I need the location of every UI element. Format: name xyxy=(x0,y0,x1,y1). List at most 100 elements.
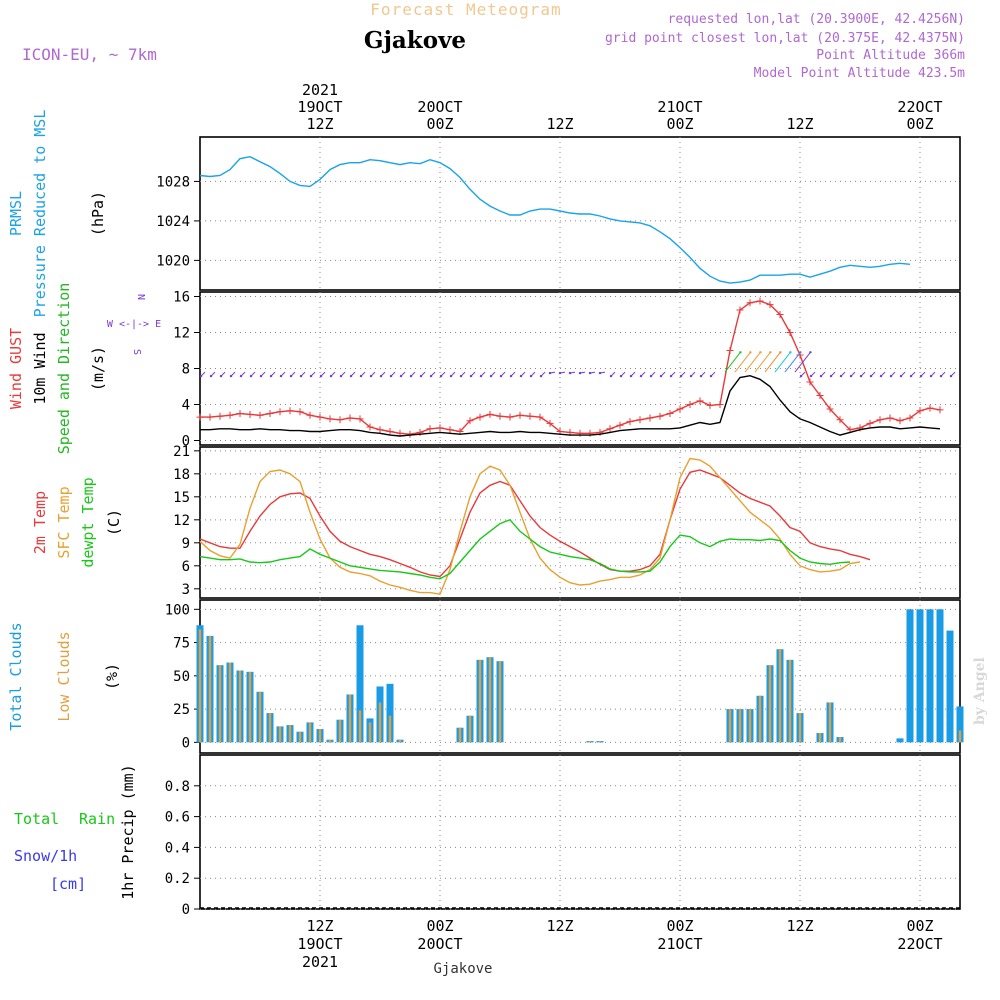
gust-marker xyxy=(316,413,324,421)
wind-arrow-head xyxy=(789,351,792,354)
wind-arrow-head xyxy=(809,374,813,378)
gust-marker xyxy=(736,306,744,314)
bar-total-clouds xyxy=(936,609,944,743)
bar-low-clouds xyxy=(238,670,242,743)
series-line-prmsl xyxy=(199,155,911,284)
gust-marker xyxy=(486,410,494,418)
y-tick-label: 100 xyxy=(165,602,190,618)
wind-direction-arrows xyxy=(199,351,956,378)
wind-arrow-head xyxy=(399,374,403,378)
wind-arrow-head xyxy=(869,374,873,378)
gust-marker xyxy=(366,423,374,431)
wind-arrow-head xyxy=(269,374,273,378)
y-tick-label: 16 xyxy=(173,290,190,306)
gust-marker xyxy=(746,299,754,307)
wind-arrow-head xyxy=(709,374,713,378)
y-tick-label: 0.6 xyxy=(165,810,190,826)
wind-arrow-head xyxy=(349,374,353,378)
y-tick-label: 0.2 xyxy=(165,871,190,887)
panel-5: 0 0.2 0.4 0.6 0.8 Total Rain Snow/1h [cm] 1hr Pre… xyxy=(14,754,961,918)
bottom-time-label: 00Z xyxy=(426,917,453,935)
bar-low-clouds xyxy=(368,722,372,743)
rain-label-rain: Rain xyxy=(79,810,115,828)
bar-low-clouds xyxy=(458,727,462,743)
bar-low-clouds xyxy=(788,659,792,743)
gust-marker xyxy=(816,392,824,399)
gust-marker xyxy=(916,407,924,415)
wind-arrow-head xyxy=(199,374,203,378)
panel-2: 0 4 8 12 16 Wind GUST 10m Wind Speed and Direct… xyxy=(7,283,961,454)
footer-location: Gjakove xyxy=(433,961,492,977)
gust-marker xyxy=(236,410,244,417)
y-tick-label: 50 xyxy=(173,669,190,685)
bar-low-clouds xyxy=(288,725,292,743)
wind-arrow xyxy=(774,351,791,373)
top-time-label: 00Z xyxy=(906,115,933,133)
wind-arrow-head xyxy=(558,371,562,375)
gust-marker xyxy=(436,424,444,432)
y-tick-label: 21 xyxy=(173,444,190,460)
gust-marker xyxy=(896,417,904,425)
bar-low-clouds xyxy=(308,722,312,743)
wind-arrow-head xyxy=(369,374,373,378)
bar-total-clouds xyxy=(916,609,924,743)
bottom-time-label: 12Z xyxy=(786,917,813,935)
wind-arrow-head xyxy=(489,374,493,378)
wind-arrow xyxy=(734,351,751,373)
y-axis-title: Wind GUST xyxy=(7,328,25,409)
wind-arrow-head xyxy=(259,374,263,378)
wind-arrow-head xyxy=(619,374,623,378)
wind-arrow-head xyxy=(909,374,913,378)
bar-total-clouds xyxy=(956,706,964,743)
y-axis-title: 1hr Precip (mm) xyxy=(119,764,137,899)
grid-point-coords: grid point closest lon,lat (20.375E, 42.… xyxy=(605,31,965,46)
bar-total-clouds xyxy=(946,630,954,743)
wind-arrow-head xyxy=(669,374,673,378)
top-time-label: 00Z xyxy=(666,115,693,133)
bar-low-clouds xyxy=(248,671,252,743)
gust-marker xyxy=(836,416,844,424)
bar-total-clouds xyxy=(906,609,914,743)
y-tick-label: 3 xyxy=(182,582,190,598)
gust-marker xyxy=(196,413,204,421)
rain-label-total: Total xyxy=(14,810,59,828)
wind-arrow-head xyxy=(568,371,572,375)
wind-arrow-head xyxy=(239,374,243,378)
wind-arrow-head xyxy=(389,374,393,378)
y-axis-title: (%) xyxy=(103,663,121,690)
gust-marker xyxy=(306,411,314,419)
y-tick-label: 15 xyxy=(173,490,190,506)
wind-arrow-head xyxy=(578,371,582,375)
y-tick-label: 25 xyxy=(173,702,190,718)
wind-arrow-head xyxy=(649,374,653,378)
gust-marker xyxy=(726,347,734,354)
y-axis-title: SFC Temp xyxy=(55,486,73,558)
gust-marker xyxy=(876,416,884,424)
gust-marker xyxy=(446,426,454,434)
bar-low-clouds xyxy=(268,713,272,743)
gust-marker xyxy=(356,415,364,423)
gust-marker xyxy=(696,397,704,405)
wind-arrow-head xyxy=(249,374,253,378)
series-line-10m-wind xyxy=(200,374,941,437)
bar-low-clouds xyxy=(378,702,382,743)
wind-arrow-head xyxy=(769,351,772,354)
bar-total-clouds xyxy=(896,738,904,743)
gust-marker xyxy=(226,411,234,419)
wind-arrow-head xyxy=(459,374,463,378)
bar-low-clouds xyxy=(488,657,492,743)
bottom-time-label: 2021 xyxy=(302,953,338,971)
y-tick-label: 1024 xyxy=(156,214,190,230)
snow-label: Snow/1h xyxy=(14,847,77,865)
bar-low-clouds xyxy=(958,730,962,743)
top-time-label: 20OCT xyxy=(417,98,462,116)
wind-arrow-head xyxy=(859,374,863,378)
gust-marker xyxy=(256,411,264,419)
y-axis-title: Total Clouds xyxy=(7,622,25,730)
wind-arrow-head xyxy=(509,374,513,378)
y-tick-label: 1028 xyxy=(156,174,190,190)
gust-marker xyxy=(476,413,484,421)
wind-arrow-head xyxy=(629,374,633,378)
wind-arrow-head xyxy=(799,374,803,378)
wind-arrow-head xyxy=(609,374,613,378)
